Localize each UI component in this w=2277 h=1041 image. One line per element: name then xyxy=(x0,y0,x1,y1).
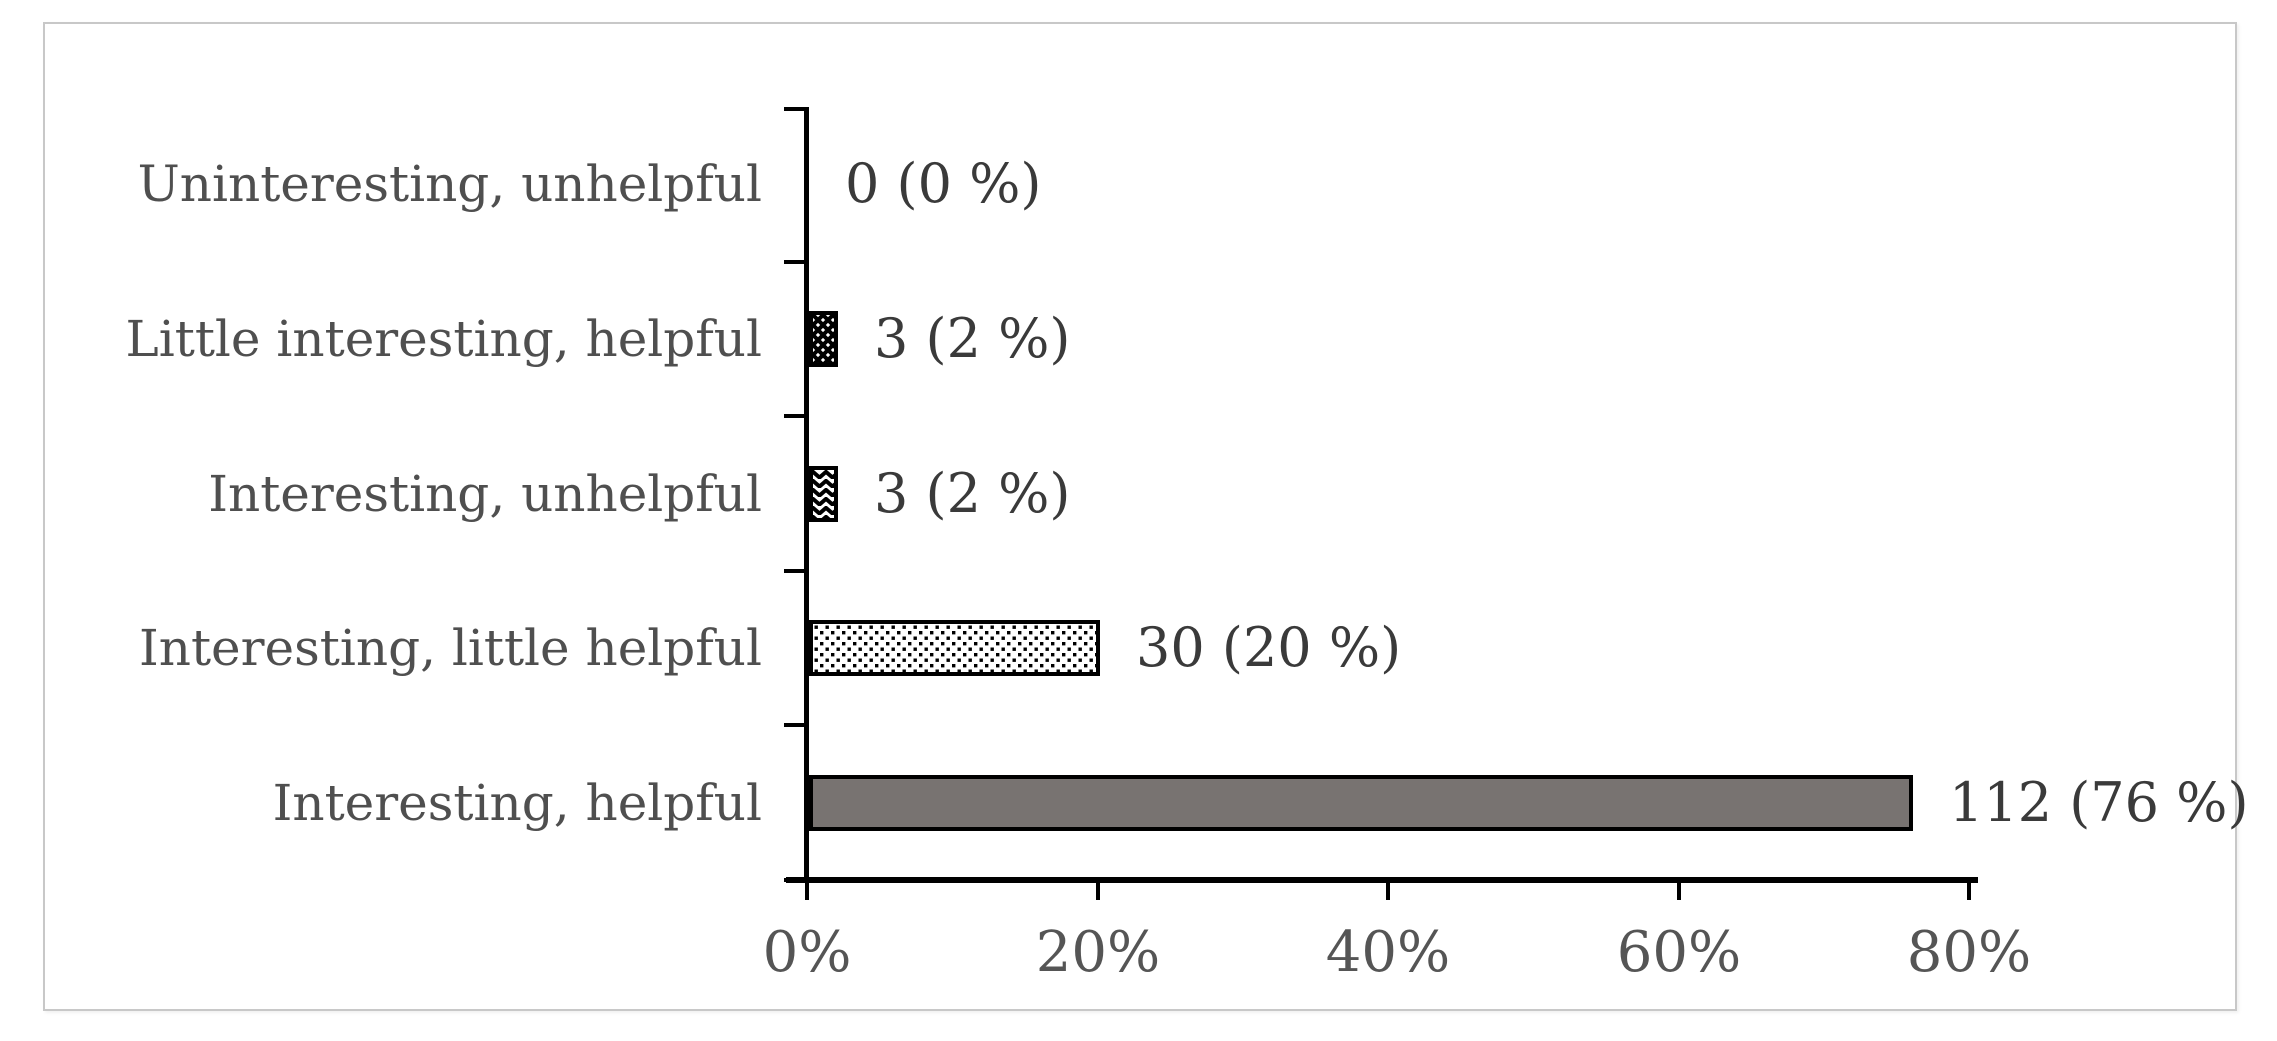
dotted-pattern xyxy=(813,624,1096,672)
y-axis-tick xyxy=(784,878,807,882)
x-axis-tick xyxy=(1677,879,1681,900)
bar-little-interesting-helpful xyxy=(809,311,838,367)
y-axis-line xyxy=(804,107,809,883)
x-tick-label: 0% xyxy=(762,920,852,985)
data-label: 30 (20 %) xyxy=(1136,616,1402,679)
y-axis-tick xyxy=(784,107,807,111)
y-axis-tick xyxy=(784,260,807,264)
bar-interesting-unhelpful xyxy=(809,466,838,522)
x-axis-tick xyxy=(1967,879,1971,900)
category-label: Little interesting, helpful xyxy=(125,310,762,368)
category-label: Uninteresting, unhelpful xyxy=(137,155,762,213)
x-axis-tick xyxy=(805,879,809,900)
x-axis-tick xyxy=(1096,879,1100,900)
x-tick-label: 40% xyxy=(1325,920,1451,985)
x-axis-tick xyxy=(1386,879,1390,900)
category-label: Interesting, unhelpful xyxy=(208,465,762,523)
x-tick-label: 20% xyxy=(1035,920,1161,985)
data-label: 0 (0 %) xyxy=(845,152,1042,215)
zigzag-chevron-pattern xyxy=(813,470,834,518)
category-label: Interesting, helpful xyxy=(272,774,762,832)
data-label: 3 (2 %) xyxy=(874,307,1071,370)
data-label: 3 (2 %) xyxy=(874,462,1071,525)
category-label: Interesting, little helpful xyxy=(139,619,762,677)
y-axis-tick xyxy=(784,723,807,727)
figure-border xyxy=(43,22,2237,1011)
x-tick-label: 60% xyxy=(1616,920,1742,985)
x-axis-line xyxy=(786,877,1978,883)
y-axis-tick xyxy=(784,414,807,418)
diamond-crosshatch-pattern xyxy=(813,315,834,363)
bar-interesting-helpful xyxy=(809,775,1913,831)
bar-interesting-little-helpful xyxy=(809,620,1100,676)
x-tick-label: 80% xyxy=(1906,920,2032,985)
y-axis-tick xyxy=(784,569,807,573)
data-label: 112 (76 %) xyxy=(1949,771,2249,834)
